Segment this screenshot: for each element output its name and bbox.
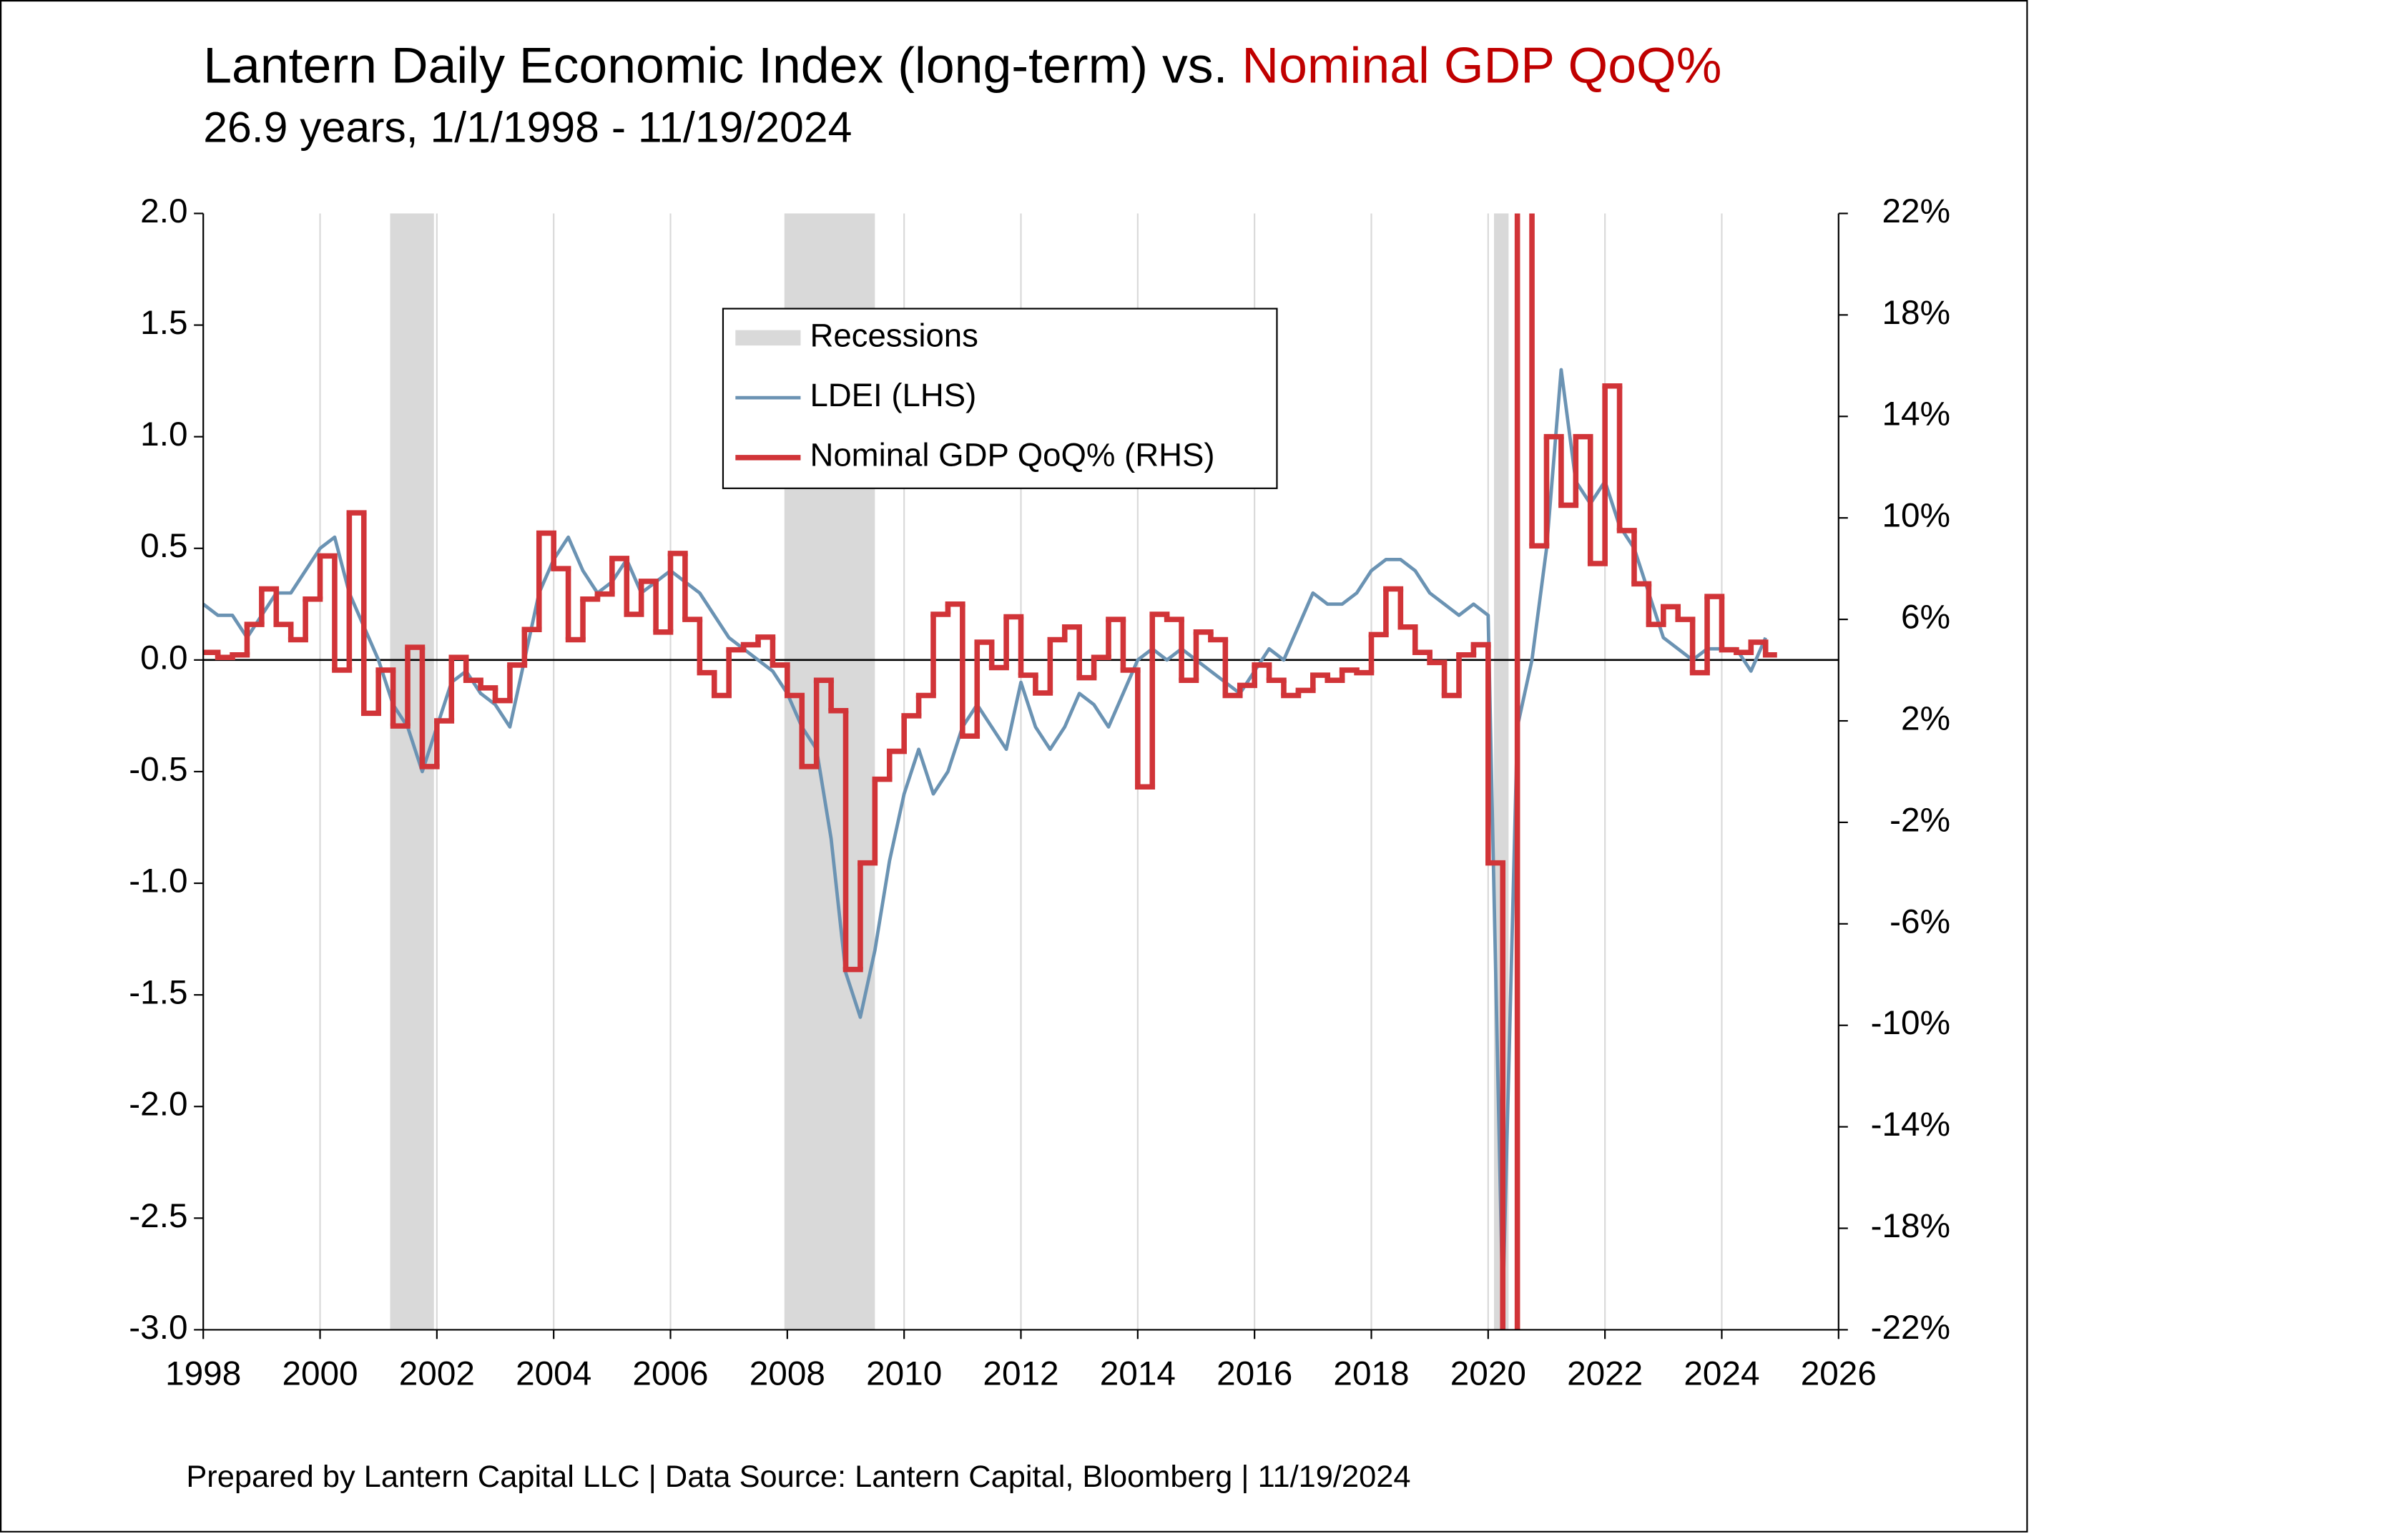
- y-tick-label: -1.0: [129, 862, 187, 900]
- x-tick-label: 2006: [632, 1355, 708, 1393]
- x-tick-label: 2026: [1801, 1355, 1877, 1393]
- y-tick-label: -2.0: [129, 1086, 187, 1124]
- x-tick-label: 2018: [1333, 1355, 1409, 1393]
- y2-tick-label: 14%: [1882, 395, 1951, 433]
- y2-tick-label: 22%: [1882, 192, 1951, 230]
- y2-tick-label: -6%: [1889, 903, 1950, 941]
- x-tick-label: 2016: [1217, 1355, 1292, 1393]
- y-tick-label: 0.0: [140, 639, 187, 677]
- x-tick-label: 2010: [866, 1355, 942, 1393]
- source-note: Prepared by Lantern Capital LLC | Data S…: [186, 1460, 1410, 1494]
- y2-tick-label: -2%: [1889, 802, 1950, 840]
- x-tick-label: 2002: [399, 1355, 475, 1393]
- chart-subtitle: 26.9 years, 1/1/1998 - 11/19/2024: [203, 103, 852, 152]
- y-tick-label: -2.5: [129, 1197, 187, 1235]
- y-tick-label: -1.5: [129, 974, 187, 1012]
- x-tick-label: 1998: [165, 1355, 241, 1393]
- x-tick-label: 2022: [1567, 1355, 1643, 1393]
- chart-frame: [0, 0, 2028, 1533]
- x-tick-label: 2014: [1100, 1355, 1176, 1393]
- y-tick-label: -3.0: [129, 1309, 187, 1347]
- x-tick-label: 2012: [983, 1355, 1058, 1393]
- y2-tick-label: 2%: [1901, 700, 1950, 738]
- y-tick-label: 0.5: [140, 527, 187, 565]
- chart-title: Lantern Daily Economic Index (long-term)…: [203, 38, 1721, 94]
- legend-label: Nominal GDP QoQ% (RHS): [810, 437, 1214, 473]
- y2-tick-label: -18%: [1871, 1207, 1950, 1245]
- y2-tick-label: 10%: [1882, 497, 1951, 535]
- x-tick-label: 2020: [1450, 1355, 1526, 1393]
- legend-label: LDEI (LHS): [810, 377, 976, 413]
- y-tick-label: 1.0: [140, 416, 187, 453]
- y-tick-label: -0.5: [129, 751, 187, 789]
- y2-tick-label: -22%: [1871, 1309, 1950, 1347]
- legend-box: [722, 308, 1278, 489]
- y-tick-label: 2.0: [140, 192, 187, 230]
- y2-tick-label: 18%: [1882, 294, 1951, 332]
- legend-label: Recessions: [810, 317, 978, 353]
- x-tick-label: 2000: [282, 1355, 358, 1393]
- axes: 1998 2000 2002 2004 2006 2008 2010 2012 2014 2016…: [129, 192, 1950, 1392]
- x-tick-label: 2004: [516, 1355, 591, 1393]
- recession-band: [390, 213, 434, 1330]
- x-tick-label: 2024: [1684, 1355, 1759, 1393]
- title-highlight: Nominal GDP QoQ%: [1242, 38, 1721, 94]
- y-tick-label: 1.5: [140, 304, 187, 342]
- plot-area: [203, 213, 1777, 1330]
- x-tick-label: 2008: [750, 1355, 825, 1393]
- y2-tick-label: -14%: [1871, 1106, 1950, 1144]
- title-main: Lantern Daily Economic Index (long-term)…: [203, 38, 1227, 94]
- y2-tick-label: -10%: [1871, 1004, 1950, 1042]
- y2-tick-label: 6%: [1901, 599, 1950, 636]
